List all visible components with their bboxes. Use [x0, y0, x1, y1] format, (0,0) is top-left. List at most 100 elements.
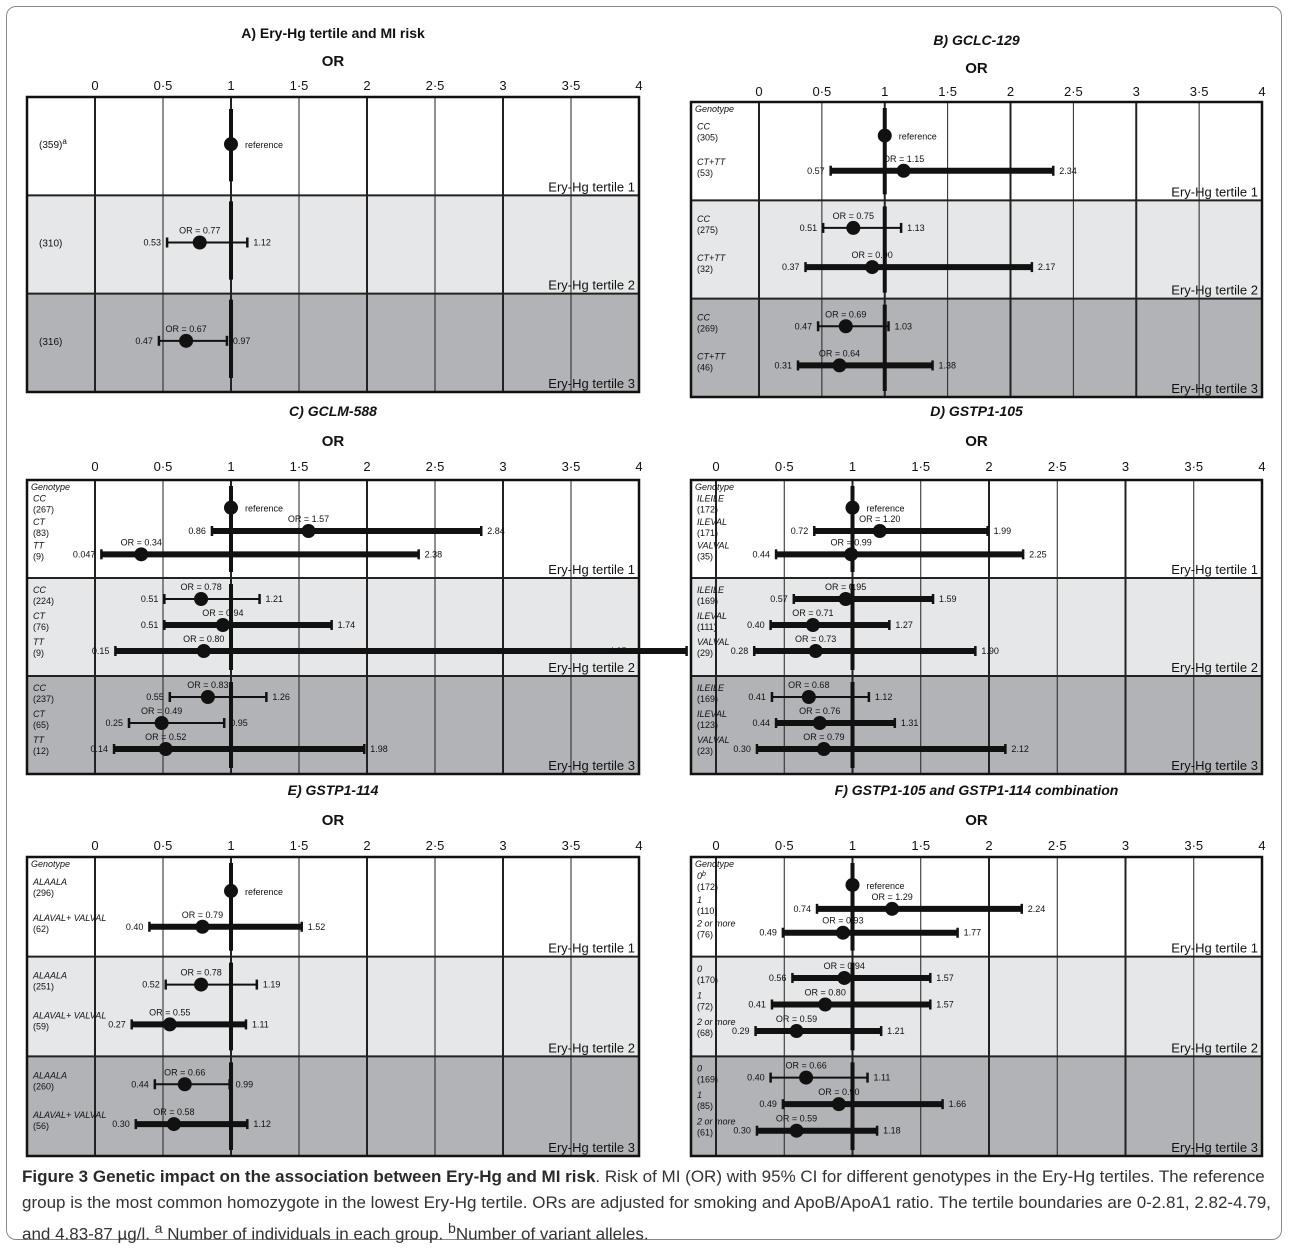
ci-lower-label: 0.44	[131, 1079, 149, 1089]
genotype-label: CT+TT	[697, 157, 727, 167]
or-label: OR = 0.99	[830, 537, 871, 547]
ci-upper-label: 1.52	[308, 922, 326, 932]
tertile-band	[691, 200, 1262, 299]
genotype-label: 2 or more	[696, 1017, 736, 1027]
point-estimate	[200, 690, 215, 704]
genotype-label: ILEILE	[697, 585, 725, 595]
forest-row: ILEILE(169) OR = 0.68 0.41 1.12	[697, 680, 892, 704]
ci-lower-label: 0.86	[188, 526, 206, 536]
ci-upper-label: 1.11	[874, 1073, 891, 1083]
point-estimate	[846, 220, 861, 235]
ci-upper-label: 2.25	[1029, 549, 1047, 559]
or-label: OR = 0.90	[852, 250, 893, 260]
ci-lower-label: 0.40	[747, 1073, 765, 1083]
panel-title: F) GSTP1-105 and GSTP1-114 combination	[835, 782, 1119, 798]
forest-row: ILEILE(172) reference	[697, 494, 905, 515]
or-label: OR = 0.78	[180, 582, 221, 592]
forest-row: ALAVAL+ VALVAL(56) OR = 0.58 0.30 1.12	[32, 1107, 271, 1132]
tick-label: 2	[985, 838, 992, 853]
or-label: OR = 0.79	[182, 910, 223, 920]
genotype-label: CT	[33, 611, 46, 621]
tick-label: 1	[227, 78, 234, 93]
or-label: OR = 0.73	[795, 634, 836, 644]
point-estimate	[896, 163, 911, 178]
tick-label: 1	[849, 459, 856, 474]
group-size-label: (359)a	[39, 137, 67, 152]
point-estimate	[194, 977, 209, 992]
genotype-label: 1	[697, 991, 702, 1001]
tick-label: 0	[712, 838, 719, 853]
or-label: OR = 0.78	[180, 968, 221, 978]
or-label: OR = 0.93	[822, 916, 863, 926]
point-estimate	[192, 235, 207, 250]
ci-lower-label: 0.30	[733, 1126, 751, 1136]
tick-label: 0	[91, 838, 98, 853]
ci-upper-label: 2.17	[1038, 262, 1056, 272]
or-label: OR = 0.90	[818, 1087, 859, 1097]
ci-lower-label: 0.44	[753, 718, 771, 728]
group-size-label: (170)	[697, 975, 718, 985]
forest-row: VALVAL(29) OR = 0.73 0.28 1.90	[697, 634, 999, 658]
group-size-label: (9)	[33, 551, 44, 561]
tick-label: 2	[1007, 84, 1014, 99]
ci-upper-label: 1.99	[994, 526, 1012, 536]
ci-lower-label: 0.56	[769, 973, 787, 983]
tick-label: 3	[1122, 838, 1129, 853]
forest-row: (316) OR = 0.67 0.47 0.97	[39, 324, 250, 348]
tertile-label: Ery-Hg tertile 1	[548, 562, 635, 577]
genotype-label: ALAVAL+ VALVAL	[32, 1010, 106, 1020]
tick-label: 1·5	[290, 459, 309, 474]
group-size-label: (171)	[697, 528, 718, 538]
tick-label: 1	[227, 838, 234, 853]
caption-note-a-marker: a	[154, 1221, 163, 1237]
tick-label: 1	[227, 459, 234, 474]
point-estimate	[845, 500, 860, 515]
or-label: OR = 0.59	[776, 1014, 817, 1024]
forest-row: CC(269) OR = 0.69 0.47 1.03	[697, 309, 912, 334]
point-estimate	[845, 877, 860, 892]
ci-lower-label: 0.31	[774, 360, 792, 370]
group-size-label: (65)	[33, 720, 49, 730]
ci-upper-label: 1.74	[338, 620, 356, 630]
or-label: OR = 0.66	[785, 1061, 826, 1071]
or-label: OR = 0.71	[792, 608, 833, 618]
reference-label: reference	[245, 504, 283, 514]
point-estimate	[799, 1070, 814, 1085]
point-estimate	[301, 524, 316, 538]
ci-lower-label: 0.047	[73, 549, 96, 559]
genotype-label: 1	[697, 895, 702, 905]
point-estimate	[865, 260, 880, 275]
tick-label: 2	[363, 78, 370, 93]
group-size-label: (111)	[697, 622, 717, 632]
forest-row: CT(76) OR = 0.94 0.51 1.74	[33, 608, 355, 632]
or-label: OR = 0.55	[149, 1007, 190, 1017]
tertile-band	[691, 102, 1262, 201]
tick-label: 2	[985, 459, 992, 474]
tick-label: 1·5	[290, 78, 309, 93]
forest-row: ILEVAL(171) OR = 1.20 0.72 1.99	[697, 514, 1011, 538]
genotype-label: ILEVAL	[697, 709, 727, 719]
tick-label: 3	[499, 838, 506, 853]
point-estimate	[872, 524, 887, 538]
forest-row: 2 or more(61) OR = 0.59 0.30 1.18	[696, 1114, 901, 1138]
group-size-label: (56)	[33, 1121, 49, 1131]
forest-row: 2 or more(68) OR = 0.59 0.29 1.21	[696, 1014, 905, 1039]
group-size-label: (61)	[697, 1128, 713, 1138]
reference-label: reference	[867, 881, 905, 891]
group-size-label: (53)	[697, 168, 713, 178]
tick-label: 3·5	[562, 459, 581, 474]
or-label: OR = 0.94	[824, 961, 865, 971]
ci-upper-label: 1.21	[887, 1026, 905, 1036]
ci-upper-label: 1.19	[263, 980, 281, 990]
panel-b: B) GCLC-129 OR 0 0·5 1 1·5 2 2·5 3 3·5 4 Genotype Er…	[689, 32, 1266, 399]
tick-label: 2·5	[1048, 459, 1067, 474]
panel-title: C) GCLM-588	[289, 403, 377, 419]
ci-lower-label: 0.51	[800, 223, 818, 233]
group-size-label: (316)	[39, 337, 62, 348]
ci-lower-label: 0.47	[795, 321, 813, 331]
caption-body: . Risk of MI (OR) with 95% CI for differ…	[22, 1167, 1271, 1244]
point-estimate	[196, 644, 211, 658]
figure-caption: Figure 3 Genetic impact on the associati…	[22, 1164, 1272, 1248]
tertile-label: Ery-Hg tertile 2	[548, 660, 635, 675]
